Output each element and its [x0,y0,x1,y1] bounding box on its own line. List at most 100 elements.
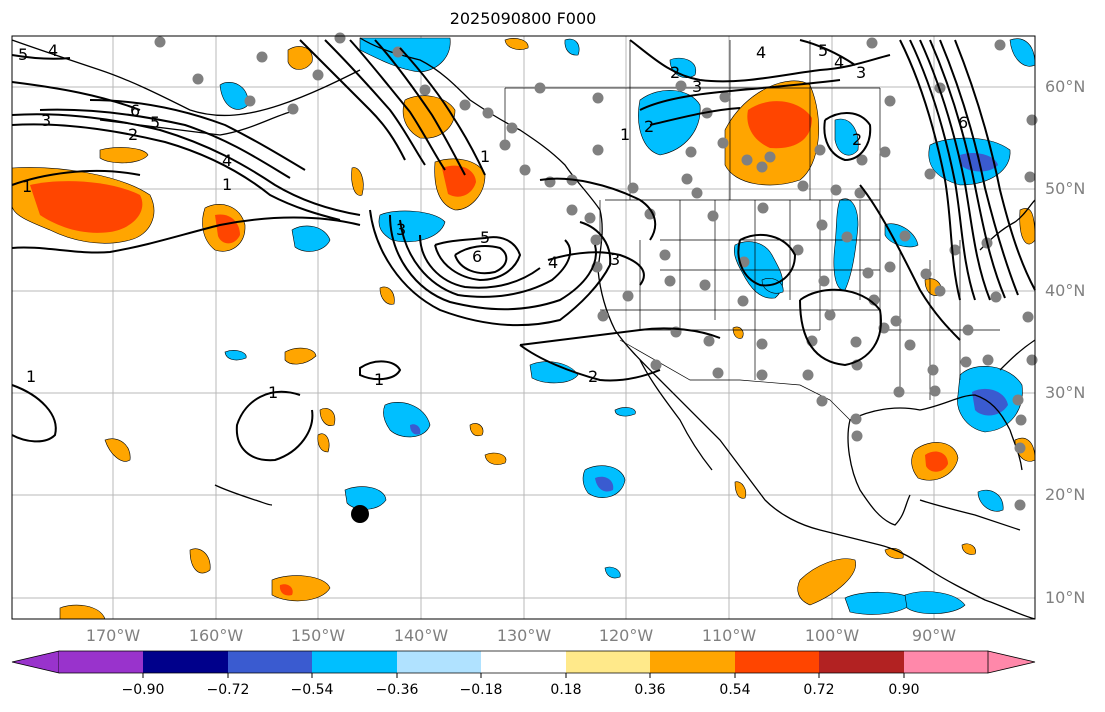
contour-trough-outer [369,209,612,327]
colorbar-bin-3 [312,651,397,673]
contour-label: 1 [26,367,36,386]
fill-neg-small-1 [224,350,247,361]
contour-1-baja [519,327,721,346]
fill-pos-bering [287,46,313,70]
contour-label: 1 [222,175,232,194]
fill-neg-small-2 [604,566,621,579]
fill-pos-plains-core [747,101,812,149]
contour-4-west [39,108,291,179]
contour-1-west [11,169,141,186]
contour-1-west-south [11,384,57,443]
contour-east-2 [909,39,976,301]
colorbar-bin-0 [59,651,143,673]
contour-east-3 [919,39,991,301]
colorbar-bin-8 [735,651,819,673]
contour-3-west [11,113,361,216]
contour-label: 5 [818,41,828,60]
fill-neg-subtropic-core [410,424,421,435]
contour-label: 4 [834,53,844,72]
contour-label: 1 [22,177,32,196]
contour-label: 4 [548,253,558,272]
contour-east-5 [939,39,1019,296]
coast-gulf [849,394,1023,471]
contour-label: 1 [480,147,490,166]
lon-label: 110°W [701,626,757,645]
colorbar-tick-label: 0.36 [634,682,666,698]
contour-label: 4 [756,43,766,62]
fill-pos-south-1-core [279,584,293,596]
fill-pos-small-9 [734,481,747,499]
contour-east-4 [929,39,1006,299]
contour-label: 6 [472,247,482,266]
fill-pos-small-7 [484,452,507,465]
contour-1-baja-lower [519,344,661,382]
contour-lines [11,39,1036,462]
lon-label: 170°W [85,626,141,645]
fill-pos-caribbean [797,558,856,606]
contour-label: 3 [692,77,702,96]
colorbar-tick-label: −0.18 [459,682,503,698]
contour-ridge-1 [299,39,406,161]
contour-east-lower [859,184,961,341]
contour-label: 3 [396,220,406,239]
lat-label: 50°N [1045,179,1086,198]
lon-label: 140°W [393,626,449,645]
colorbar-tick-label: 0.90 [888,682,920,698]
contour-south-loop [799,288,882,367]
contour-label: 5 [18,45,28,64]
colorbar-bin-6 [566,651,650,673]
lat-label: 20°N [1045,485,1086,504]
lon-label: 160°W [188,626,244,645]
contour-ridge-2 [324,39,426,166]
contour-label: 2 [852,130,862,149]
contour-label: 1 [268,383,278,402]
contour-ridge-5 [399,47,486,176]
contour-label: 2 [128,125,138,144]
lon-label: 100°W [804,626,860,645]
colorbar-bin-4 [397,651,481,673]
coast-gulf-mexico-west [847,419,911,526]
fill-pos-small-2 [379,286,395,305]
contour-ridge-4 [374,39,466,176]
fill-neg-south-2 [904,591,966,615]
colorbar-tick-label: 0.72 [803,682,835,698]
filled-areas [11,37,1036,620]
lat-label: 60°N [1045,77,1086,96]
fill-neg-cuba [977,489,1004,512]
colorbar-tick-label: −0.72 [206,682,250,698]
fill-pos-small-5 [317,433,330,453]
contour-east-6 [954,39,1036,291]
lat-label: 10°N [1045,588,1086,607]
chart-title: 2025090800 F000 [449,9,597,28]
contour-trough-4 [419,234,541,289]
contour-5-west [89,99,306,171]
colorbar-tick-label: 0.54 [719,682,751,698]
colorbar-tick-label: 0.18 [550,682,582,698]
fill-pos-small-8 [469,423,484,437]
contour-5-north [799,39,856,66]
contour-east-1 [899,39,961,301]
fill-pos-small-6 [104,438,131,462]
colorbar-tick-label: −0.36 [375,682,419,698]
fill-pos-small-3 [284,347,317,365]
lat-label: 40°N [1045,281,1086,300]
fill-neg-canada-2 [834,118,859,156]
lon-label: 130°W [496,626,552,645]
fill-neg-north-2 [564,38,580,56]
colorbar [11,650,1036,678]
contour-label: 6 [958,113,968,132]
fill-pos-small-4 [319,408,336,426]
contour-trough-6 [454,245,508,275]
fill-neg-mexico-offshore-core [595,476,614,492]
contour-3-mid [539,177,657,241]
contour-label: 2 [588,367,598,386]
coast-yucatan [919,499,1021,531]
contour-label: 3 [856,63,866,82]
contour-label: 5 [150,113,160,132]
contour-label: 3 [41,111,51,130]
contour-6-nw [11,81,141,111]
contour-2-north [649,107,741,126]
colorbar-bin-7 [650,651,735,673]
fill-pos-gulf-mexico-core [925,451,948,472]
